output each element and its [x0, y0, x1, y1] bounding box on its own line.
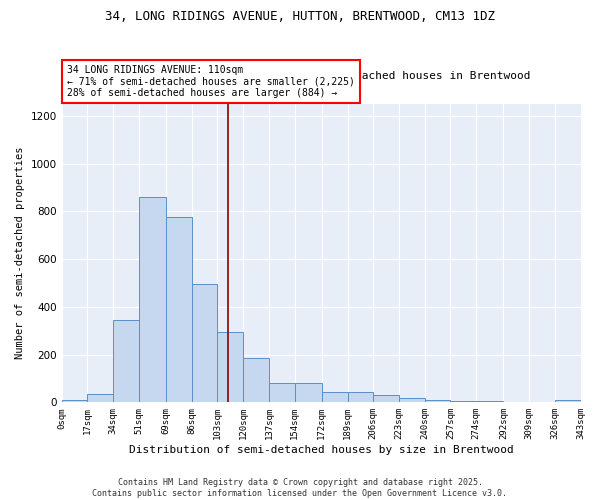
Bar: [192, 284, 217, 403]
Y-axis label: Number of semi-detached properties: Number of semi-detached properties: [15, 147, 25, 360]
Bar: [113, 320, 139, 402]
Bar: [62, 400, 88, 402]
Title: Size of property relative to semi-detached houses in Brentwood: Size of property relative to semi-detach…: [112, 71, 530, 81]
Bar: [373, 395, 399, 402]
Bar: [399, 398, 425, 402]
Bar: [295, 383, 322, 402]
Bar: [555, 400, 581, 402]
Bar: [476, 401, 503, 402]
Text: Contains HM Land Registry data © Crown copyright and database right 2025.
Contai: Contains HM Land Registry data © Crown c…: [92, 478, 508, 498]
Bar: [166, 218, 192, 402]
Bar: [88, 394, 113, 402]
Text: 34 LONG RIDINGS AVENUE: 110sqm
← 71% of semi-detached houses are smaller (2,225): 34 LONG RIDINGS AVENUE: 110sqm ← 71% of …: [67, 64, 355, 98]
X-axis label: Distribution of semi-detached houses by size in Brentwood: Distribution of semi-detached houses by …: [129, 445, 514, 455]
Text: 34, LONG RIDINGS AVENUE, HUTTON, BRENTWOOD, CM13 1DZ: 34, LONG RIDINGS AVENUE, HUTTON, BRENTWO…: [105, 10, 495, 23]
Bar: [451, 401, 476, 402]
Bar: [243, 358, 269, 403]
Bar: [269, 383, 295, 402]
Bar: [217, 332, 243, 402]
Bar: [322, 392, 347, 402]
Bar: [425, 400, 451, 402]
Bar: [139, 197, 166, 402]
Bar: [347, 392, 373, 402]
